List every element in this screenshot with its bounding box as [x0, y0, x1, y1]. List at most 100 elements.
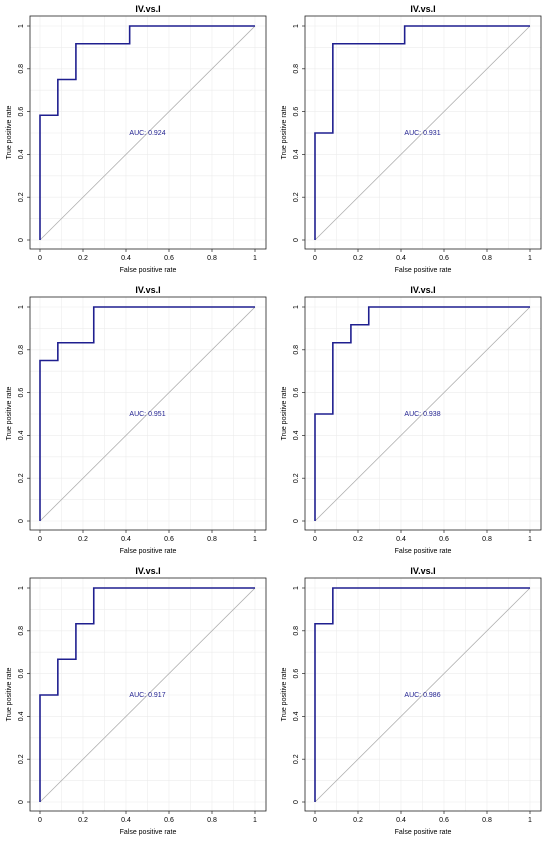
chart-title: IV.vs.I: [135, 4, 160, 14]
x-tick-label: 1: [528, 817, 532, 824]
roc-chart: IV.vs.I 0 0.2 0.4 0.6 0.8 1 0 0.2 0.4 0.6 0.8 1 False…: [6, 4, 267, 274]
x-tick-label: 0.6: [164, 536, 174, 543]
x-tick-label: 0.6: [164, 255, 174, 262]
x-axis-label: False positive rate: [120, 548, 177, 555]
y-tick-label: 0.8: [18, 626, 25, 636]
x-tick-label: 0.6: [439, 536, 449, 543]
y-axis-label: True positive rate: [281, 105, 288, 159]
chance-diagonal: [39, 25, 256, 241]
roc-chart: IV.vs.I 0 0.2 0.4 0.6 0.8 1 0 0.2 0.4 0.6 0.8 1 False…: [281, 285, 542, 555]
chance-diagonal: [314, 306, 531, 522]
y-tick-label: 0.6: [18, 669, 25, 679]
x-tick-label: 0.2: [353, 817, 363, 824]
chart-title: IV.vs.I: [135, 285, 160, 295]
plot-frame: [304, 296, 542, 531]
chart-title: IV.vs.I: [410, 285, 435, 295]
y-axis-label: True positive rate: [281, 667, 288, 721]
y-tick-label: 0.8: [293, 64, 300, 74]
y-tick-label: 0.4: [18, 149, 25, 159]
chance-diagonal: [314, 25, 531, 241]
x-tick-label: 0.2: [78, 536, 88, 543]
y-tick-label: 0.6: [293, 669, 300, 679]
roc-panel: IV.vs.I 0 0.2 0.4 0.6 0.8 1 0 0.2 0.4 0.6 0.8 1 False…: [275, 0, 550, 281]
roc-curve: [39, 587, 255, 802]
auc-annotation: AUC: 0.951: [129, 411, 165, 418]
x-tick-label: 1: [528, 255, 532, 262]
y-tick-label: 0.8: [293, 626, 300, 636]
x-axis-label: False positive rate: [395, 267, 452, 274]
x-tick-label: 0.8: [207, 536, 217, 543]
x-tick-label: 0.2: [353, 255, 363, 262]
x-tick-label: 0.6: [439, 255, 449, 262]
y-tick-label: 0.2: [18, 473, 25, 483]
x-tick-label: 0.8: [482, 817, 492, 824]
roc-curve: [39, 306, 255, 521]
roc-curve: [314, 306, 530, 521]
x-tick-label: 0: [38, 255, 42, 262]
x-tick-label: 0.2: [78, 255, 88, 262]
roc-panel: IV.vs.I 0 0.2 0.4 0.6 0.8 1 0 0.2 0.4 0.6 0.8 1 False…: [275, 281, 550, 562]
y-tick-label: 0: [293, 238, 300, 242]
x-tick-label: 0.8: [482, 536, 492, 543]
x-tick-label: 0.8: [482, 255, 492, 262]
x-tick-label: 0: [38, 817, 42, 824]
y-tick-label: 0.2: [293, 192, 300, 202]
y-tick-label: 0.8: [18, 345, 25, 355]
y-tick-label: 1: [18, 24, 25, 28]
y-tick-label: 0.6: [18, 388, 25, 398]
y-tick-label: 0.2: [293, 473, 300, 483]
x-tick-label: 0: [313, 536, 317, 543]
x-tick-label: 0.4: [121, 255, 131, 262]
plot-frame: [304, 577, 542, 812]
plot-frame: [29, 577, 267, 812]
y-tick-label: 0.6: [18, 107, 25, 117]
y-tick-label: 0: [18, 519, 25, 523]
auc-annotation: AUC: 0.917: [129, 692, 165, 699]
y-tick-label: 1: [293, 586, 300, 590]
y-tick-label: 0.6: [293, 388, 300, 398]
y-tick-label: 1: [293, 305, 300, 309]
chart-title: IV.vs.I: [410, 566, 435, 576]
roc-chart: IV.vs.I 0 0.2 0.4 0.6 0.8 1 0 0.2 0.4 0.6 0.8 1 False…: [281, 4, 542, 274]
y-tick-label: 0.4: [293, 711, 300, 721]
plot-frame: [29, 15, 267, 250]
x-axis-label: False positive rate: [395, 829, 452, 836]
y-tick-label: 0.2: [18, 754, 25, 764]
x-tick-label: 0.2: [78, 817, 88, 824]
y-tick-label: 0.8: [18, 64, 25, 74]
x-tick-label: 0: [313, 255, 317, 262]
x-tick-label: 0.4: [396, 536, 406, 543]
x-tick-label: 1: [253, 817, 257, 824]
y-tick-label: 1: [18, 305, 25, 309]
x-tick-label: 1: [253, 536, 257, 543]
auc-annotation: AUC: 0.924: [129, 130, 165, 137]
roc-curve: [314, 25, 530, 240]
x-tick-label: 0.8: [207, 255, 217, 262]
x-tick-label: 0: [313, 817, 317, 824]
roc-panel: IV.vs.I 0 0.2 0.4 0.6 0.8 1 0 0.2 0.4 0.6 0.8 1 False…: [0, 281, 275, 562]
auc-annotation: AUC: 0.931: [404, 130, 440, 137]
x-tick-label: 0: [38, 536, 42, 543]
y-tick-label: 0.4: [293, 149, 300, 159]
x-tick-label: 0.8: [207, 817, 217, 824]
y-tick-label: 0: [293, 519, 300, 523]
x-tick-label: 1: [253, 255, 257, 262]
y-tick-label: 0: [293, 800, 300, 804]
y-tick-label: 0.4: [18, 430, 25, 440]
x-axis-label: False positive rate: [395, 548, 452, 555]
y-tick-label: 0.4: [18, 711, 25, 721]
roc-curve: [314, 587, 530, 802]
auc-annotation: AUC: 0.938: [404, 411, 440, 418]
x-tick-label: 0.6: [439, 817, 449, 824]
plot-frame: [29, 296, 267, 531]
chart-title: IV.vs.I: [135, 566, 160, 576]
y-tick-label: 0.4: [293, 430, 300, 440]
chart-title: IV.vs.I: [410, 4, 435, 14]
y-axis-label: True positive rate: [6, 105, 13, 159]
x-tick-label: 0.6: [164, 817, 174, 824]
roc-curve: [39, 25, 255, 240]
y-axis-label: True positive rate: [6, 667, 13, 721]
y-tick-label: 0.2: [18, 192, 25, 202]
x-tick-label: 0.4: [396, 817, 406, 824]
